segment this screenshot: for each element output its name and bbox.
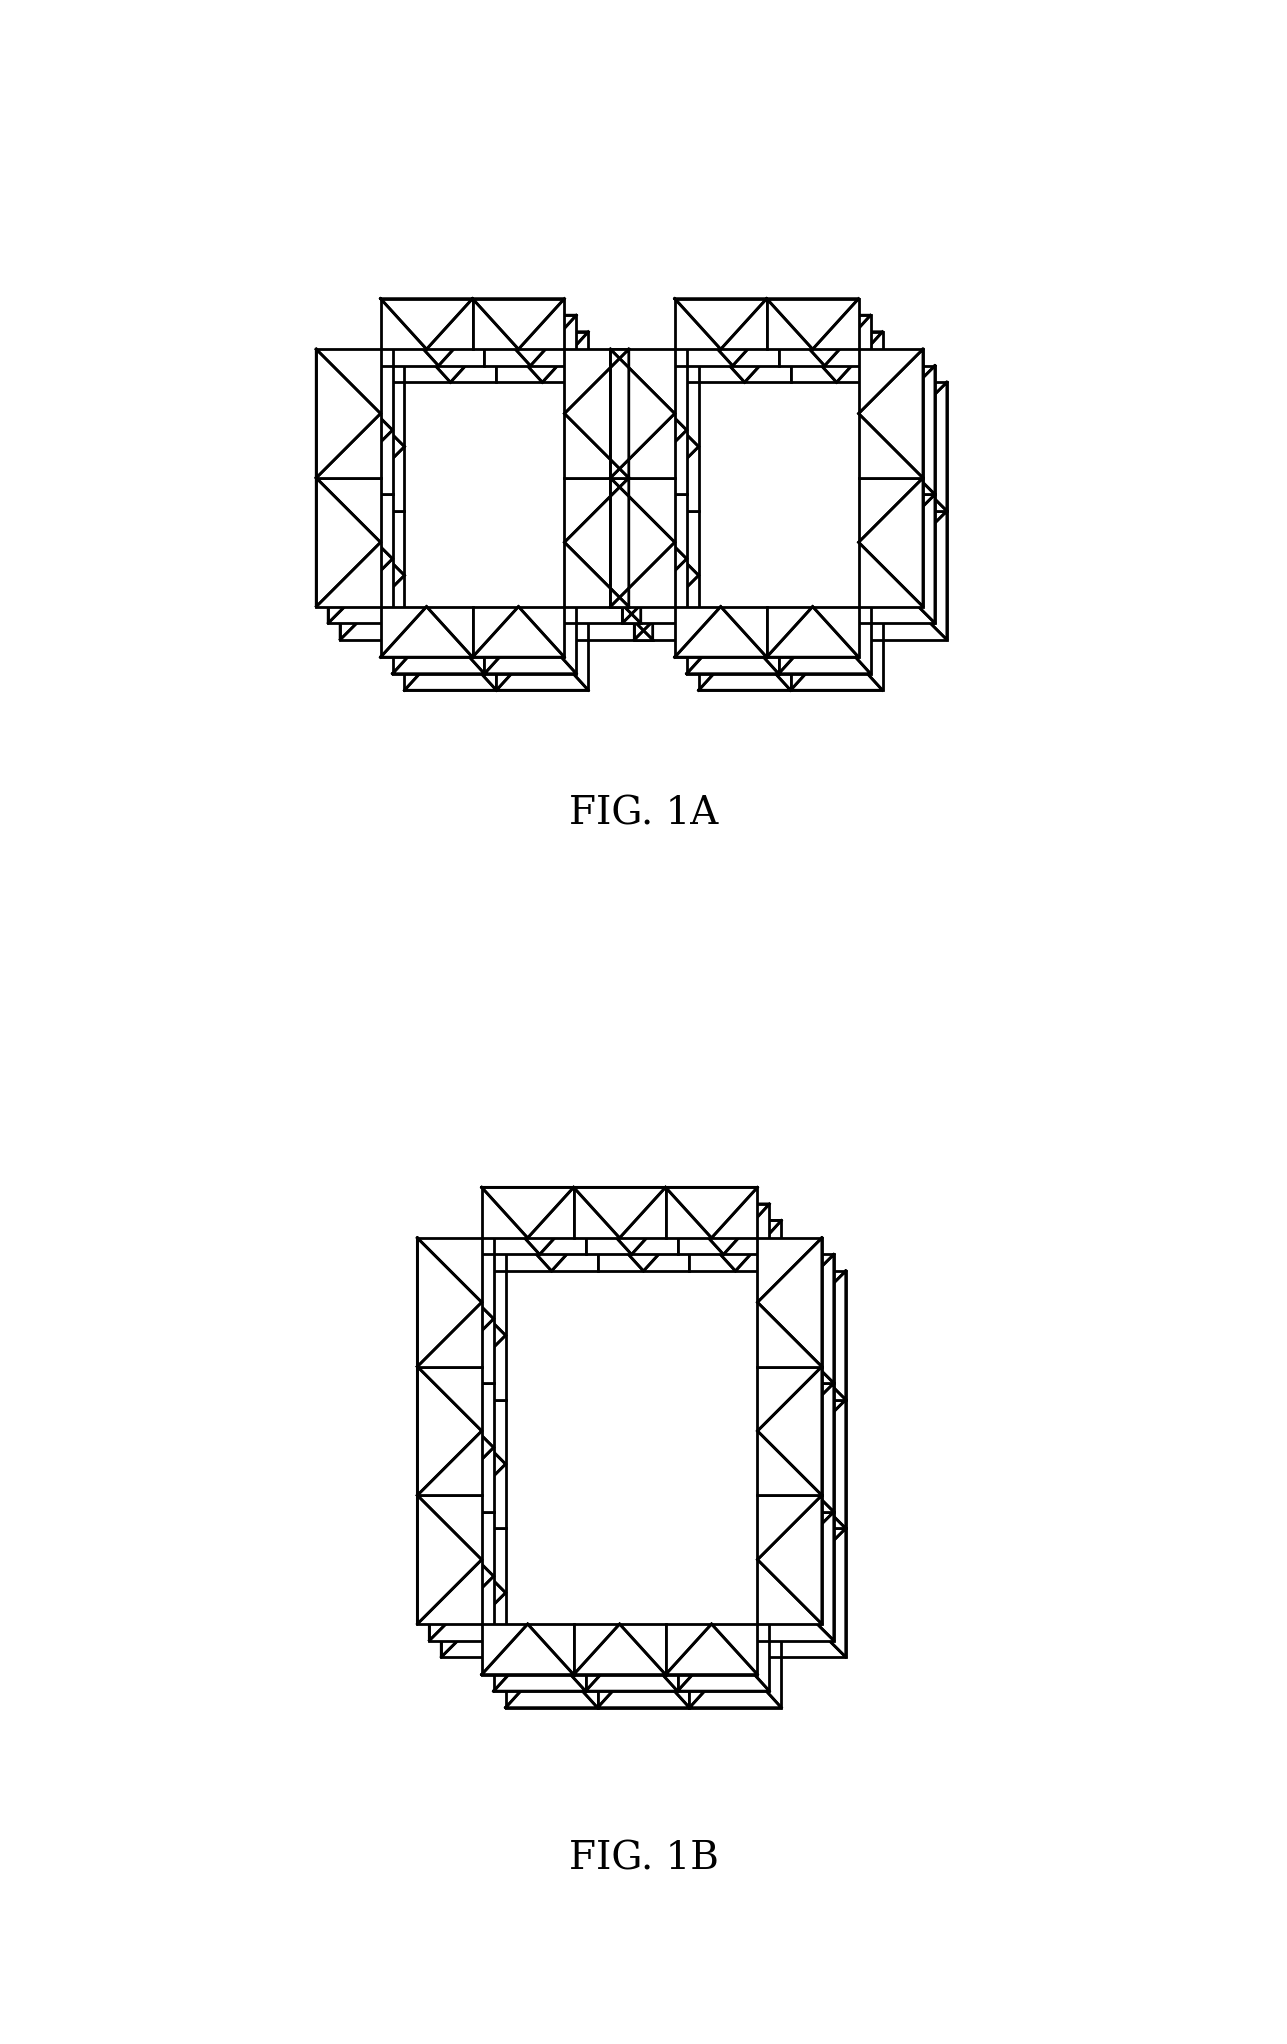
Bar (328, 495, 393, 623)
Bar (883, 511, 947, 640)
Bar (430, 1384, 494, 1513)
Bar (381, 298, 472, 350)
Bar (481, 1188, 574, 1239)
Bar (317, 478, 381, 607)
Bar (586, 1204, 677, 1255)
Text: FIG. 1A: FIG. 1A (569, 795, 718, 832)
Bar (690, 1658, 781, 1707)
Bar (597, 1658, 690, 1707)
Bar (870, 495, 934, 623)
Bar (770, 1255, 834, 1384)
Bar (393, 623, 484, 675)
Bar (858, 350, 923, 478)
Bar (781, 1271, 846, 1400)
Bar (481, 1625, 574, 1674)
Bar (317, 350, 381, 478)
Bar (770, 1513, 834, 1641)
Bar (758, 1367, 822, 1496)
Bar (417, 1239, 481, 1367)
Bar (441, 1400, 506, 1529)
Bar (779, 315, 870, 366)
Bar (430, 1255, 494, 1384)
Bar (634, 511, 699, 640)
Bar (441, 1271, 506, 1400)
Bar (484, 623, 577, 675)
Bar (497, 640, 588, 691)
Bar (677, 1204, 770, 1255)
Bar (767, 607, 858, 658)
Bar (790, 331, 883, 382)
Bar (781, 1529, 846, 1658)
Bar (494, 1204, 586, 1255)
Bar (687, 315, 779, 366)
Bar (565, 478, 629, 607)
Bar (687, 623, 779, 675)
Bar (758, 1239, 822, 1367)
Bar (586, 1641, 677, 1690)
Bar (472, 607, 565, 658)
Bar (417, 1367, 481, 1496)
Bar (767, 298, 858, 350)
Bar (665, 1625, 758, 1674)
Bar (674, 607, 767, 658)
Bar (441, 1529, 506, 1658)
Bar (565, 350, 629, 478)
Bar (610, 350, 674, 478)
Bar (634, 382, 699, 511)
Bar (577, 495, 641, 623)
Bar (574, 1625, 665, 1674)
Bar (506, 1220, 597, 1271)
Bar (690, 1220, 781, 1271)
Bar (597, 1220, 690, 1271)
Bar (677, 1641, 770, 1690)
Bar (623, 366, 687, 495)
Bar (610, 478, 674, 607)
Bar (779, 623, 870, 675)
Bar (393, 315, 484, 366)
Bar (472, 298, 565, 350)
Bar (883, 382, 947, 511)
Text: FIG. 1B: FIG. 1B (569, 1842, 718, 1878)
Bar (404, 331, 497, 382)
Bar (674, 298, 767, 350)
Bar (588, 511, 653, 640)
Bar (574, 1188, 665, 1239)
Bar (699, 331, 790, 382)
Bar (790, 640, 883, 691)
Bar (381, 607, 472, 658)
Bar (699, 640, 790, 691)
Bar (340, 382, 404, 511)
Bar (404, 640, 497, 691)
Bar (506, 1658, 597, 1707)
Bar (494, 1641, 586, 1690)
Bar (858, 478, 923, 607)
Bar (484, 315, 577, 366)
Bar (430, 1513, 494, 1641)
Bar (588, 382, 653, 511)
Bar (328, 366, 393, 495)
Bar (770, 1384, 834, 1513)
Bar (577, 366, 641, 495)
Bar (340, 511, 404, 640)
Bar (623, 495, 687, 623)
Bar (781, 1400, 846, 1529)
Bar (665, 1188, 758, 1239)
Bar (497, 331, 588, 382)
Bar (417, 1496, 481, 1625)
Bar (870, 366, 934, 495)
Bar (758, 1496, 822, 1625)
